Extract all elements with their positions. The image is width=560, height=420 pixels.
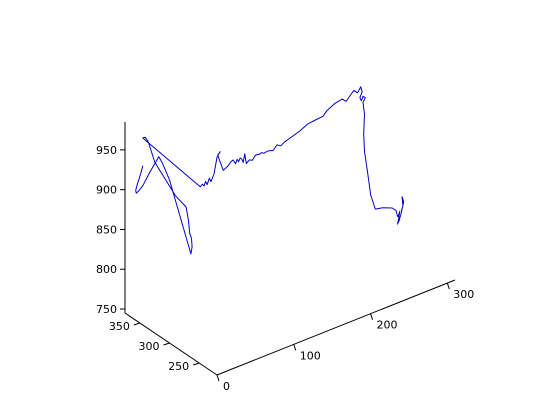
y-axis-ticks: 250 300 350 [109,320,200,373]
y-tick-mark [133,322,141,326]
x-tick-mark [446,282,450,290]
x-tick-label: 200 [377,319,398,332]
z-tick-label: 850 [96,223,117,236]
x-tick-mark [216,374,220,382]
plot-area [135,86,405,255]
z-tick-label: 800 [96,263,117,276]
y-tick-mark [193,362,200,366]
y-axis-line [124,312,218,376]
x-tick-mark [293,344,297,351]
y-tick-label: 350 [109,320,130,333]
series-line [135,86,405,255]
x-tick-label: 300 [453,288,474,301]
z-tick-label: 950 [96,144,117,157]
x-tick-label: 100 [300,349,321,362]
y-tick-mark [163,342,170,346]
x-axis-ticks: 0 100 200 300 [216,282,474,393]
x-tick-label: 0 [223,380,230,393]
x-tick-mark [370,313,374,320]
y-tick-label: 300 [139,340,160,353]
z-tick-label: 750 [96,303,117,316]
axes-3d: 750 800 850 900 950 250 300 350 0 100 200 300 [96,122,474,393]
x-axis-line [216,279,456,376]
y-tick-label: 250 [168,360,189,373]
z-tick-label: 900 [96,184,117,197]
z-axis-ticks: 750 800 850 900 950 [96,144,126,316]
